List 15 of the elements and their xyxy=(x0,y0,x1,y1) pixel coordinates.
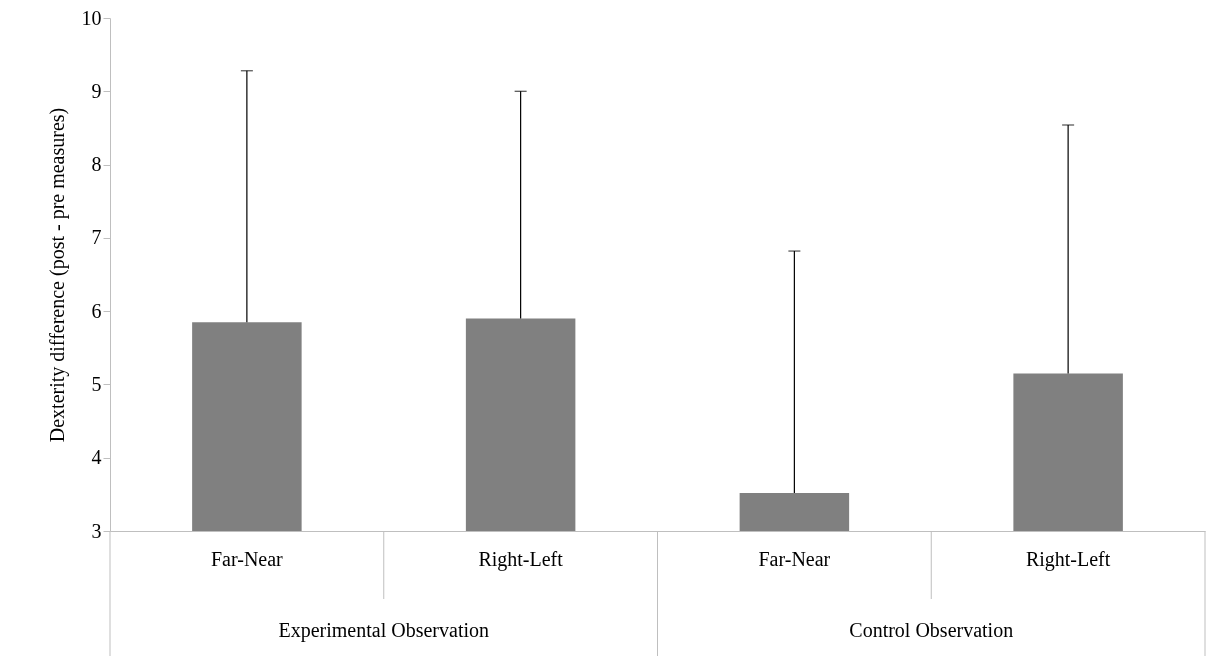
x-tick-label: Right-Left xyxy=(1025,547,1111,571)
y-tick-label: 10 xyxy=(81,6,102,29)
y-tick-label: 9 xyxy=(91,79,102,102)
y-tick-label: 7 xyxy=(91,226,102,249)
y-tick-label: 4 xyxy=(91,446,102,469)
text: Experimental Observation xyxy=(278,619,489,642)
y-tick-label: 5 xyxy=(91,372,102,395)
y-tick-label: 3 xyxy=(91,519,102,542)
x-tick-label: Right-Left xyxy=(478,547,564,571)
text: Control Observation xyxy=(849,619,1014,641)
y-axis-title: Dexterity difference (post - pre measures) xyxy=(45,107,69,443)
x-tick-label: Far-Near xyxy=(758,547,831,570)
y-tick-label: 6 xyxy=(91,299,102,322)
y-tick-label: 8 xyxy=(91,153,102,176)
x-tick-label: Far-Near xyxy=(210,547,284,570)
